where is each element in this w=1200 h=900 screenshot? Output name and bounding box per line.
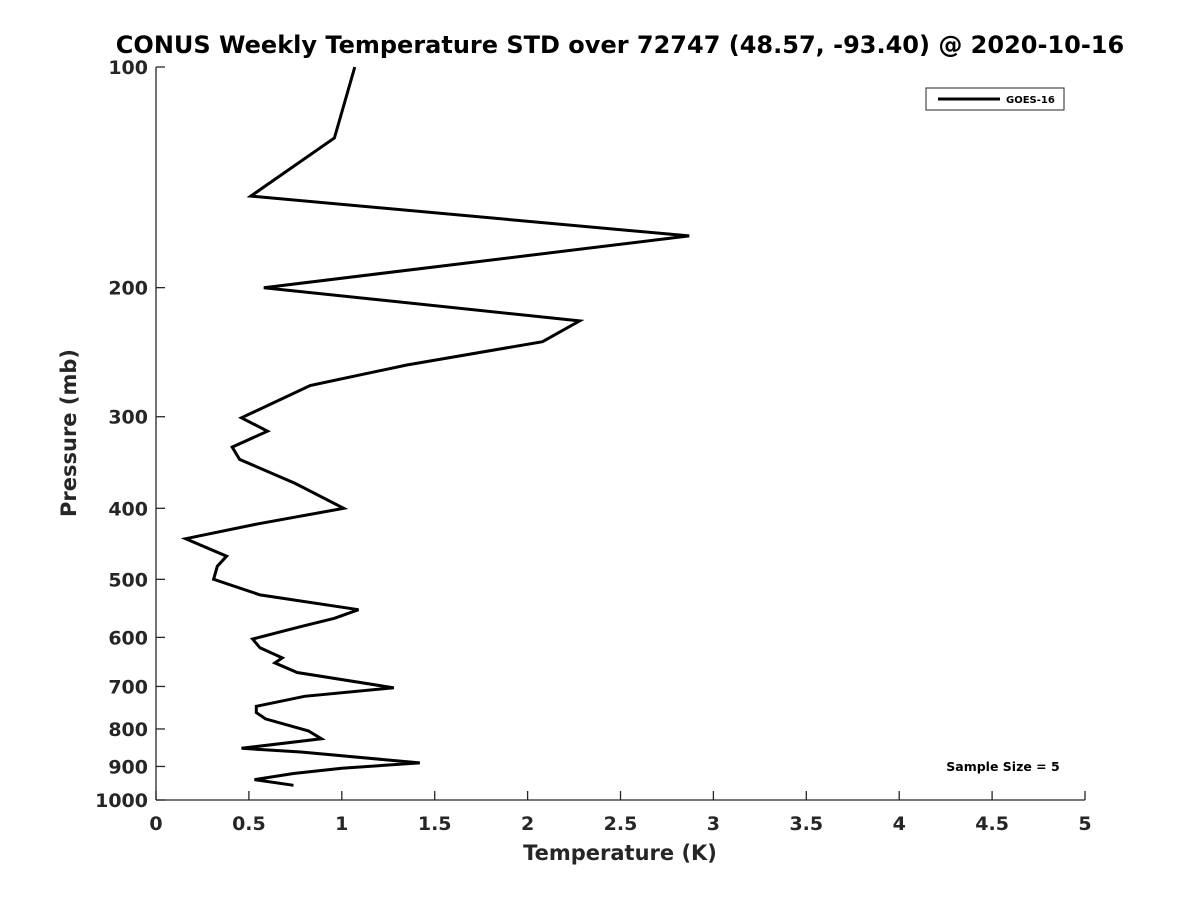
y-tick-label: 400 bbox=[108, 498, 148, 520]
y-tick-label: 900 bbox=[108, 756, 148, 778]
x-tick-label: 4.5 bbox=[975, 813, 1009, 835]
x-tick-label: 0.5 bbox=[232, 813, 266, 835]
sample-size-annotation: Sample Size = 5 bbox=[946, 759, 1059, 774]
y-axis-label: Pressure (mb) bbox=[57, 349, 81, 517]
series-line-goes-16 bbox=[180, 66, 690, 787]
x-ticks: 0 0.5 1 1.5 2 2.5 3 3.5 4 4.5 5 bbox=[149, 791, 1092, 835]
legend: GOES-16 bbox=[925, 87, 1065, 111]
x-tick-label: 3.5 bbox=[789, 813, 823, 835]
y-tick-label: 100 bbox=[108, 57, 148, 79]
x-tick-label: 3 bbox=[707, 813, 720, 835]
x-tick-label: 0 bbox=[149, 813, 162, 835]
x-tick-label: 2 bbox=[521, 813, 534, 835]
y-tick-label: 500 bbox=[108, 569, 148, 591]
y-tick-label: 700 bbox=[108, 676, 148, 698]
y-ticks: 100 200 300 400 500 600 700 800 900 1000 bbox=[95, 57, 165, 812]
y-tick-label: 300 bbox=[108, 407, 148, 429]
x-tick-label: 1 bbox=[335, 813, 348, 835]
x-tick-label: 4 bbox=[893, 813, 906, 835]
series-group bbox=[180, 66, 690, 787]
y-tick-label: 800 bbox=[108, 719, 148, 741]
y-tick-label: 200 bbox=[108, 278, 148, 300]
x-axis-label: Temperature (K) bbox=[523, 841, 717, 865]
y-tick-label: 600 bbox=[108, 627, 148, 649]
axes bbox=[155, 67, 1085, 801]
x-tick-label: 1.5 bbox=[418, 813, 452, 835]
legend-entry-goes-16: GOES-16 bbox=[1006, 95, 1055, 106]
x-tick-label: 5 bbox=[1078, 813, 1091, 835]
y-tick-label: 1000 bbox=[95, 790, 148, 812]
chart-title: CONUS Weekly Temperature STD over 72747 … bbox=[116, 31, 1124, 59]
x-tick-label: 2.5 bbox=[604, 813, 638, 835]
